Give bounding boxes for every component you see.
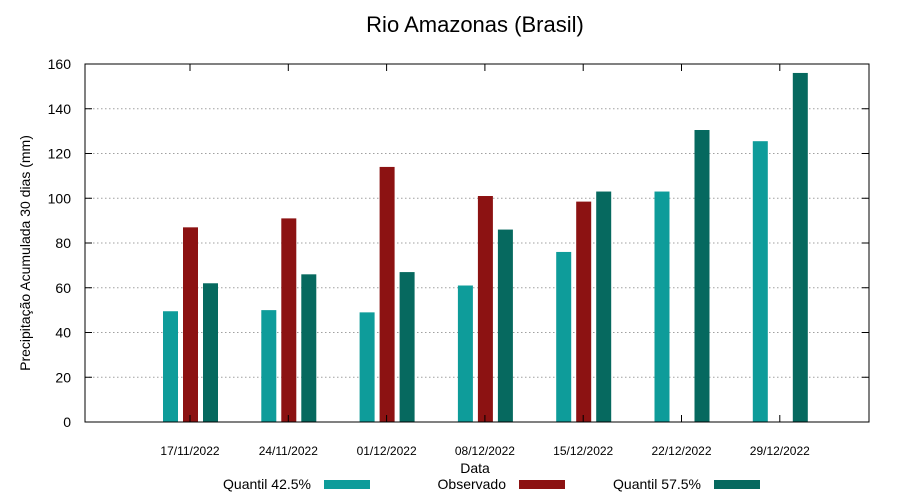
- x-tick-label: 29/12/2022: [750, 444, 810, 458]
- x-tick-label: 22/12/2022: [651, 444, 711, 458]
- y-tick-label: 80: [55, 235, 71, 251]
- y-tick-label: 0: [63, 414, 71, 430]
- bar: [183, 227, 198, 422]
- y-tick-label: 20: [55, 369, 71, 385]
- legend: Quantil 42.5% Observado Quantil 57.5%: [223, 476, 760, 492]
- legend-swatch: [324, 480, 370, 489]
- bar: [694, 130, 710, 422]
- legend-label: Observado: [438, 476, 507, 492]
- bar: [281, 218, 297, 422]
- y-axis-label: Precipitação Acumulada 30 dias (mm): [17, 135, 33, 371]
- legend-swatch: [519, 480, 565, 489]
- y-axis: 0 20 40 60 80 100 120 140 160: [48, 56, 869, 430]
- y-tick-label: 140: [48, 101, 72, 117]
- bar: [792, 72, 808, 422]
- y-tick-label: 40: [55, 325, 71, 341]
- bar: [654, 191, 670, 422]
- bar: [752, 141, 768, 422]
- y-tick-label: 160: [48, 56, 72, 72]
- x-axis-label: Data: [460, 460, 490, 476]
- y-tick-label: 100: [48, 190, 72, 206]
- legend-label: Quantil 57.5%: [613, 476, 701, 492]
- grid: [85, 108, 869, 378]
- bar: [477, 196, 493, 422]
- x-tick-label: 08/12/2022: [455, 444, 515, 458]
- bar: [359, 312, 375, 422]
- bar: [261, 310, 277, 422]
- x-tick-label: 15/12/2022: [553, 444, 613, 458]
- bar: [556, 251, 572, 422]
- bar: [497, 229, 513, 422]
- y-tick-label: 60: [55, 280, 71, 296]
- x-axis: 17/11/2022 24/11/2022 01/12/2022 08/12/2022…: [160, 64, 810, 458]
- x-tick-label: 24/11/2022: [259, 444, 318, 458]
- x-tick-label: 01/12/2022: [357, 444, 417, 458]
- bar: [203, 283, 218, 422]
- bars: [163, 72, 808, 422]
- bar: [163, 311, 178, 422]
- chart-title: Rio Amazonas (Brasil): [366, 12, 584, 37]
- y-tick-label: 120: [48, 146, 72, 162]
- bar: [301, 274, 317, 422]
- legend-swatch: [714, 480, 760, 489]
- bar: [596, 191, 612, 422]
- bar: [457, 285, 473, 422]
- x-tick-label: 17/11/2022: [160, 444, 219, 458]
- bar: [379, 166, 395, 422]
- bar: [399, 272, 415, 422]
- legend-label: Quantil 42.5%: [223, 476, 311, 492]
- bar: [576, 201, 592, 422]
